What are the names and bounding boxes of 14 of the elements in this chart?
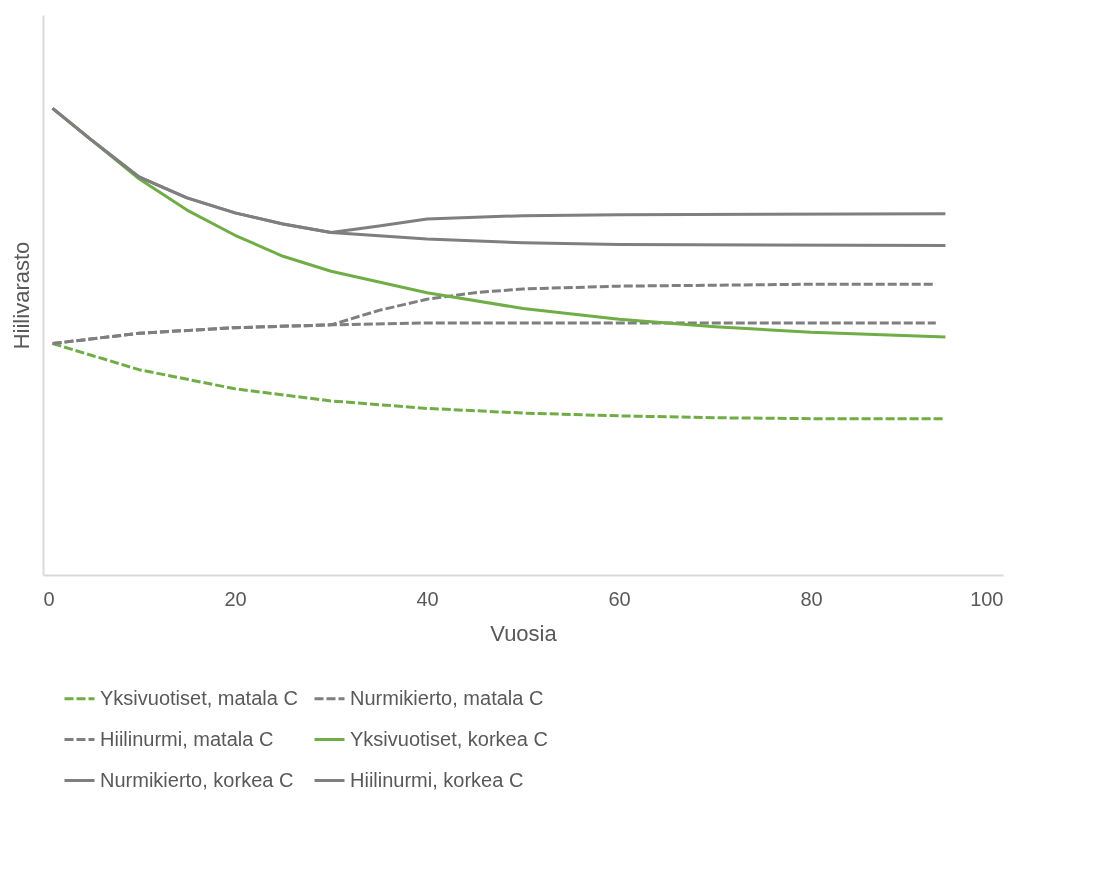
x-tick-label: 100: [970, 587, 1004, 610]
x-tick-label: 60: [608, 587, 631, 610]
legend-label: Yksivuotiset, korkea C: [350, 727, 548, 750]
x-tick-label: 80: [800, 587, 823, 610]
legend-label: Hiilinurmi, korkea C: [350, 768, 524, 791]
x-tick-label: 40: [416, 587, 439, 610]
x-axis-title: Vuosia: [490, 620, 558, 646]
legend-label: Nurmikierto, korkea C: [100, 768, 294, 791]
legend-label: Hiilinurmi, matala C: [100, 727, 274, 750]
legend-label: Yksivuotiset, matala C: [100, 686, 298, 709]
legend-label: Nurmikierto, matala C: [350, 686, 544, 709]
x-tick-label: 0: [43, 587, 55, 610]
x-tick-label: 20: [224, 587, 247, 610]
y-axis-title: Hiilivarasto: [8, 241, 34, 350]
